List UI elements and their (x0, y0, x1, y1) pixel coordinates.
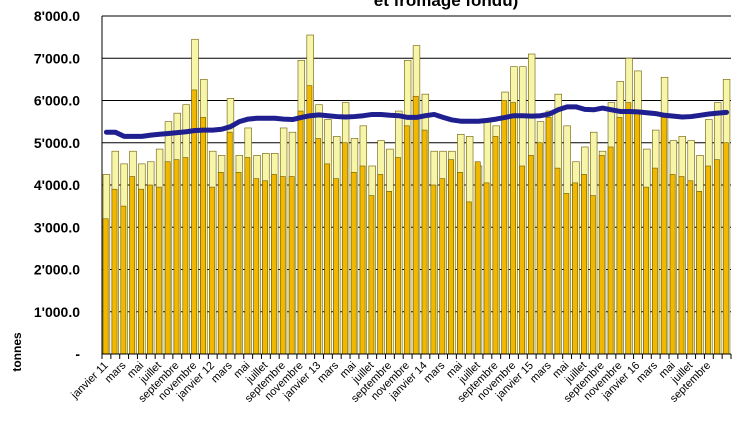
bar-front (457, 172, 463, 355)
bar-front (324, 163, 330, 355)
bar-front (669, 174, 676, 355)
axis-layer (101, 16, 732, 359)
bar-front (465, 201, 472, 355)
bar-front (209, 186, 215, 355)
bar-front (687, 180, 694, 355)
bar-front (200, 117, 206, 355)
bar-front (607, 146, 614, 355)
bar-front (696, 191, 703, 355)
bar-front (492, 136, 499, 355)
bar-front (554, 167, 561, 355)
x-tick-labels: janvier 11marsmaijuilletseptembrenovembr… (68, 359, 713, 405)
bar-front (590, 195, 596, 355)
y-tick-label: 5'000.0 (34, 135, 80, 151)
bar-front (581, 174, 587, 355)
bar-front (386, 191, 392, 355)
bar-front (545, 117, 552, 355)
bar-front (244, 157, 251, 355)
bar-front (368, 195, 375, 355)
bar-front (643, 186, 649, 355)
y-tick-label: 8'000.0 (34, 8, 80, 24)
bar-front (572, 182, 579, 355)
bar-front (253, 178, 260, 355)
y-tick-label: - (75, 346, 80, 362)
bar-front (182, 157, 189, 355)
bars-layer (102, 34, 731, 355)
bar-front (350, 172, 357, 355)
bar-front (705, 165, 711, 355)
bar-front (279, 176, 286, 355)
y-tick-label: 2'000.0 (34, 262, 80, 278)
bar-front (421, 129, 428, 355)
bar-front (359, 165, 366, 355)
bar-front (235, 172, 242, 355)
bar-front (120, 205, 127, 355)
bar-front (155, 186, 162, 355)
chart-title: et fromage fondu) (374, 0, 519, 10)
bar-front (598, 155, 605, 355)
bar-front (129, 176, 136, 355)
bar-front (164, 161, 171, 355)
y-tick-label: 3'000.0 (34, 219, 80, 235)
bar-front (147, 184, 153, 355)
line-layer (103, 104, 730, 139)
bar-front (226, 131, 233, 355)
bar-front (634, 112, 641, 355)
bar-front (412, 95, 419, 355)
bar-front (395, 157, 401, 355)
bar-front (306, 85, 313, 355)
x-tick-label: janvier 11 (68, 360, 110, 402)
bar-front (528, 155, 534, 355)
bar-front (288, 176, 295, 355)
bar-front (262, 180, 268, 355)
y-axis-label: tonnes (10, 332, 24, 372)
bar-front (111, 188, 118, 355)
bar-front (271, 174, 277, 355)
y-tick-label: 7'000.0 (34, 50, 80, 66)
y-tick-label: 1'000.0 (34, 304, 80, 320)
bar-front (714, 159, 720, 355)
bar-front (510, 102, 517, 355)
y-tick-label: 6'000.0 (34, 93, 80, 109)
y-tick-label: 4'000.0 (34, 177, 80, 193)
bar-front (501, 100, 508, 355)
bar-front (297, 110, 304, 355)
bar-front (138, 188, 144, 355)
bar-front (616, 117, 623, 355)
bar-front (439, 178, 446, 355)
bar-front (483, 182, 490, 355)
bar-front (333, 178, 339, 355)
bar-front (474, 161, 481, 355)
bar-front (341, 142, 348, 355)
bar-front (377, 174, 384, 355)
bar-front (678, 176, 685, 355)
bar-front (660, 117, 667, 355)
bar-front (102, 218, 109, 355)
bar-front (448, 159, 455, 355)
bar-front (430, 184, 437, 355)
bar-front (519, 165, 525, 355)
bar-front (536, 142, 543, 355)
bar-front (625, 102, 632, 355)
bar-front (173, 159, 180, 355)
bar-front (217, 172, 224, 355)
y-tick-labels: - 1'000.0 2'000.0 3'000.0 4'000.0 5'000.0 6'00… (34, 8, 80, 362)
bar-front (563, 193, 570, 355)
trend-line (103, 104, 730, 139)
bar-front (403, 125, 410, 355)
bar-front (315, 138, 322, 355)
bar-front (652, 167, 658, 355)
bar-front (722, 142, 729, 355)
